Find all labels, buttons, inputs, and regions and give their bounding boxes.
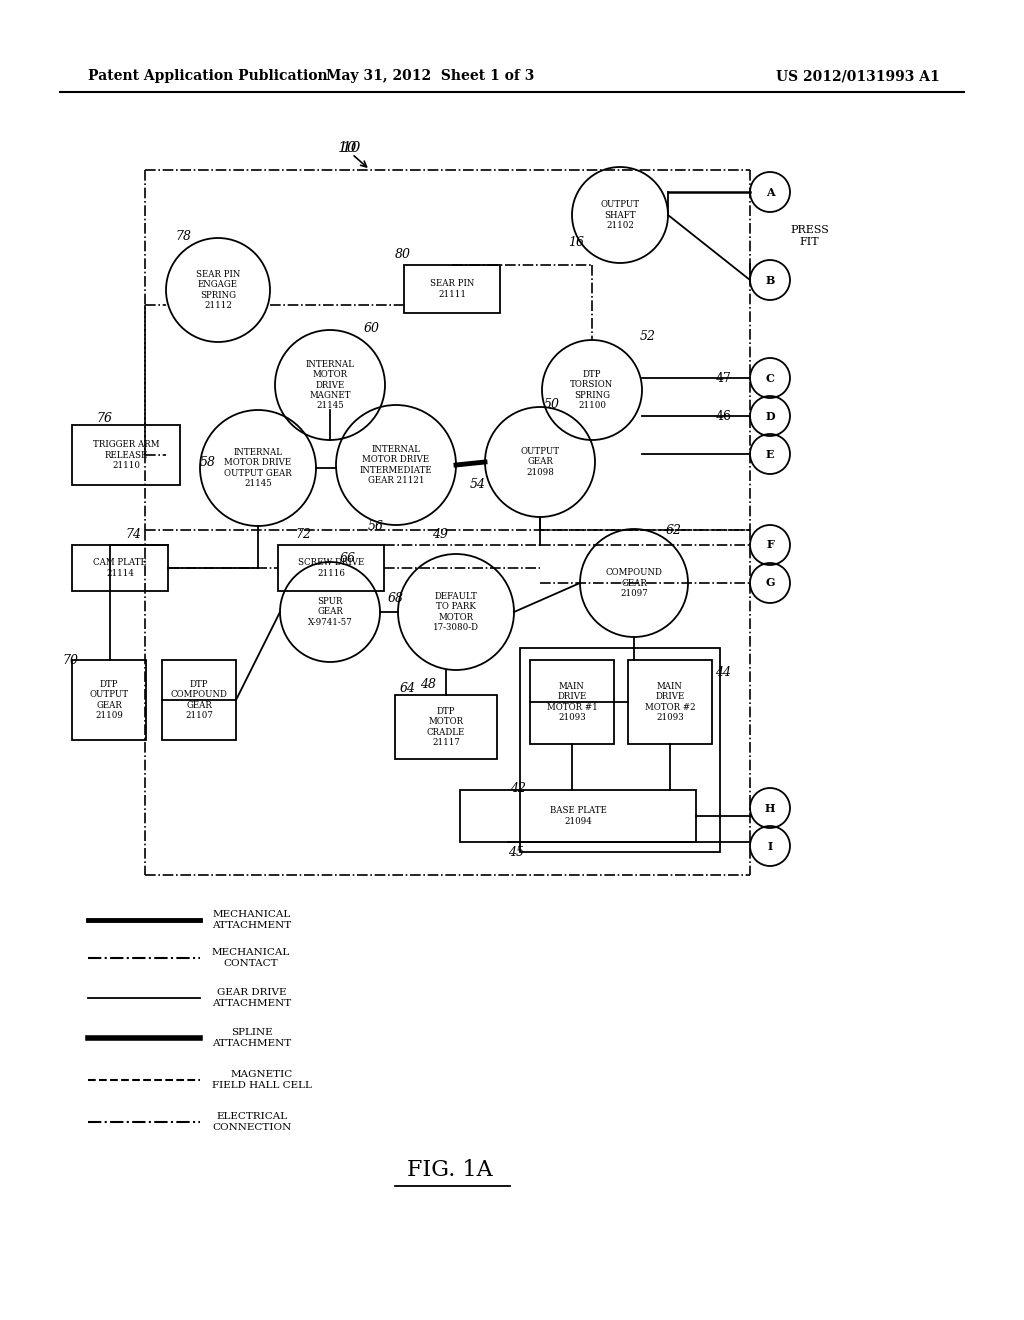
Text: 58: 58 [200, 455, 216, 469]
Text: 72: 72 [295, 528, 311, 541]
Bar [395, 696, 497, 759]
Text: 45: 45 [508, 846, 524, 858]
Text: MAIN
DRIVE
MOTOR #1
21093: MAIN DRIVE MOTOR #1 21093 [547, 682, 597, 722]
Text: INTERNAL
MOTOR DRIVE
INTERMEDIATE
GEAR 21121: INTERNAL MOTOR DRIVE INTERMEDIATE GEAR 2… [359, 445, 432, 486]
Text: 60: 60 [364, 322, 380, 334]
Text: E: E [766, 449, 774, 459]
Text: 78: 78 [175, 230, 191, 243]
Text: INTERNAL
MOTOR
DRIVE
MAGNET
21145: INTERNAL MOTOR DRIVE MAGNET 21145 [305, 360, 354, 411]
Text: G: G [765, 578, 775, 589]
Text: GEAR DRIVE
ATTACHMENT: GEAR DRIVE ATTACHMENT [212, 989, 291, 1007]
Text: SPUR
GEAR
X-9741-57: SPUR GEAR X-9741-57 [307, 597, 352, 627]
Text: 46: 46 [716, 409, 732, 422]
Text: 49: 49 [432, 528, 449, 541]
Text: US 2012/0131993 A1: US 2012/0131993 A1 [776, 69, 940, 83]
Text: H: H [765, 803, 775, 813]
Text: INTERNAL
MOTOR DRIVE
OUTPUT GEAR
21145: INTERNAL MOTOR DRIVE OUTPUT GEAR 21145 [224, 447, 292, 488]
Bar [162, 660, 236, 741]
Text: MECHANICAL
ATTACHMENT: MECHANICAL ATTACHMENT [212, 911, 291, 929]
Text: B: B [765, 275, 775, 285]
Text: 62: 62 [666, 524, 682, 536]
Text: 66: 66 [340, 552, 356, 565]
Text: 80: 80 [395, 248, 411, 261]
Bar [530, 660, 614, 744]
Text: BASE PLATE
21094: BASE PLATE 21094 [550, 807, 606, 826]
Text: ELECTRICAL
CONNECTION: ELECTRICAL CONNECTION [212, 1113, 291, 1131]
Bar [628, 660, 712, 744]
Text: I: I [767, 841, 773, 851]
Text: 47: 47 [716, 371, 732, 384]
Text: 50: 50 [544, 397, 560, 411]
Text: FIG. 1A: FIG. 1A [408, 1159, 493, 1181]
Text: MAIN
DRIVE
MOTOR #2
21093: MAIN DRIVE MOTOR #2 21093 [645, 682, 695, 722]
Text: DTP
TORSION
SPRING
21100: DTP TORSION SPRING 21100 [570, 370, 613, 411]
Text: F: F [766, 540, 774, 550]
Bar [404, 265, 500, 313]
Bar [72, 660, 146, 741]
Text: COMPOUND
GEAR
21097: COMPOUND GEAR 21097 [605, 568, 663, 598]
Bar [278, 545, 384, 591]
Text: MECHANICAL
CONTACT: MECHANICAL CONTACT [212, 948, 290, 968]
Text: 74: 74 [125, 528, 141, 541]
Text: 10: 10 [342, 141, 361, 154]
Text: 64: 64 [400, 681, 416, 694]
Text: 10: 10 [338, 141, 357, 154]
Text: TRIGGER ARM
RELEASE
21110: TRIGGER ARM RELEASE 21110 [93, 440, 160, 470]
Text: 42: 42 [510, 781, 526, 795]
Text: OUTPUT
SHAFT
21102: OUTPUT SHAFT 21102 [600, 201, 640, 230]
Text: D: D [765, 411, 775, 421]
Text: 76: 76 [96, 412, 112, 425]
Text: 70: 70 [62, 653, 78, 667]
Text: 44: 44 [715, 665, 731, 678]
Bar [72, 545, 168, 591]
Text: 68: 68 [388, 591, 404, 605]
Text: Patent Application Publication: Patent Application Publication [88, 69, 328, 83]
Text: SEAR PIN
21111: SEAR PIN 21111 [430, 280, 474, 298]
Bar [520, 648, 720, 851]
Text: 52: 52 [640, 330, 656, 342]
Text: CAM PLATE
21114: CAM PLATE 21114 [93, 558, 146, 578]
Text: SCREW DRIVE
21116: SCREW DRIVE 21116 [298, 558, 365, 578]
Text: C: C [766, 372, 774, 384]
Bar [460, 789, 696, 842]
Text: PRESS
FIT: PRESS FIT [790, 226, 828, 247]
Text: DTP
COMPOUND
GEAR
21107: DTP COMPOUND GEAR 21107 [171, 680, 227, 721]
Text: A: A [766, 186, 774, 198]
Text: 56: 56 [368, 520, 384, 533]
Text: MAGNETIC
FIELD HALL CELL: MAGNETIC FIELD HALL CELL [212, 1071, 312, 1090]
Text: SPLINE
ATTACHMENT: SPLINE ATTACHMENT [212, 1028, 291, 1048]
Text: 54: 54 [470, 478, 486, 491]
Text: DEFAULT
TO PARK
MOTOR
17-3080-D: DEFAULT TO PARK MOTOR 17-3080-D [433, 591, 479, 632]
Text: 16: 16 [568, 235, 584, 248]
Text: May 31, 2012  Sheet 1 of 3: May 31, 2012 Sheet 1 of 3 [326, 69, 535, 83]
Text: SEAR PIN
ENGAGE
SPRING
21112: SEAR PIN ENGAGE SPRING 21112 [196, 269, 241, 310]
Text: OUTPUT
GEAR
21098: OUTPUT GEAR 21098 [520, 447, 559, 477]
Text: 48: 48 [420, 678, 436, 692]
Bar [72, 425, 180, 484]
Text: DTP
OUTPUT
GEAR
21109: DTP OUTPUT GEAR 21109 [89, 680, 129, 721]
Text: DTP
MOTOR
CRADLE
21117: DTP MOTOR CRADLE 21117 [427, 708, 465, 747]
